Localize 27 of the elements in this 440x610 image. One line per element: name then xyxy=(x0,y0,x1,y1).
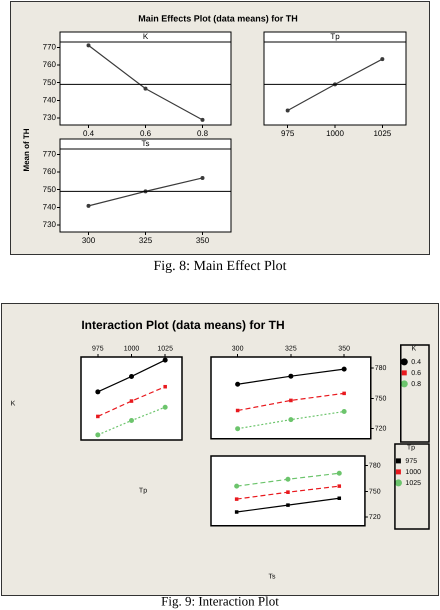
y-tick-label: 760 xyxy=(42,60,57,70)
y-tick-label: 730 xyxy=(42,220,57,230)
caption: Fig. 9: Interaction Plot xyxy=(161,594,279,608)
y-tick-label: 730 xyxy=(42,113,57,122)
chart-title: Main Effects Plot (data means) for TH xyxy=(138,14,298,24)
chart-subtitle: K xyxy=(142,32,149,42)
chart-title: Interaction Plot (data means) for TH xyxy=(81,318,285,332)
x-tick-label: 350 xyxy=(196,236,210,246)
y-tick-label: 750 xyxy=(42,184,57,194)
y-tick-label: 770 xyxy=(42,42,57,52)
x-tick-label: 0.8 xyxy=(196,129,209,138)
x-tick-label: 975 xyxy=(280,129,295,138)
x-tick-label: 1025 xyxy=(373,129,392,138)
y-tick-label: 770 xyxy=(42,150,57,158)
x-tick-label: 325 xyxy=(138,236,153,246)
caption: Fig. 8: Main Effect Plot xyxy=(153,259,287,274)
x-tick-label: 0.4 xyxy=(82,129,95,138)
y-tick-label: 740 xyxy=(42,202,57,212)
y-tick-label: 750 xyxy=(42,78,57,87)
y-tick-label: 740 xyxy=(42,95,57,104)
x-tick-label: 300 xyxy=(82,236,96,246)
chart-subtitle: Tp xyxy=(330,32,340,42)
y-tick-label: 760 xyxy=(42,167,57,176)
chart-subtitle: Ts xyxy=(142,139,150,148)
x-tick-label: 1000 xyxy=(326,129,344,138)
y-axis-title: Mean of TH xyxy=(22,128,31,172)
x-tick-label: 0.6 xyxy=(140,129,152,138)
